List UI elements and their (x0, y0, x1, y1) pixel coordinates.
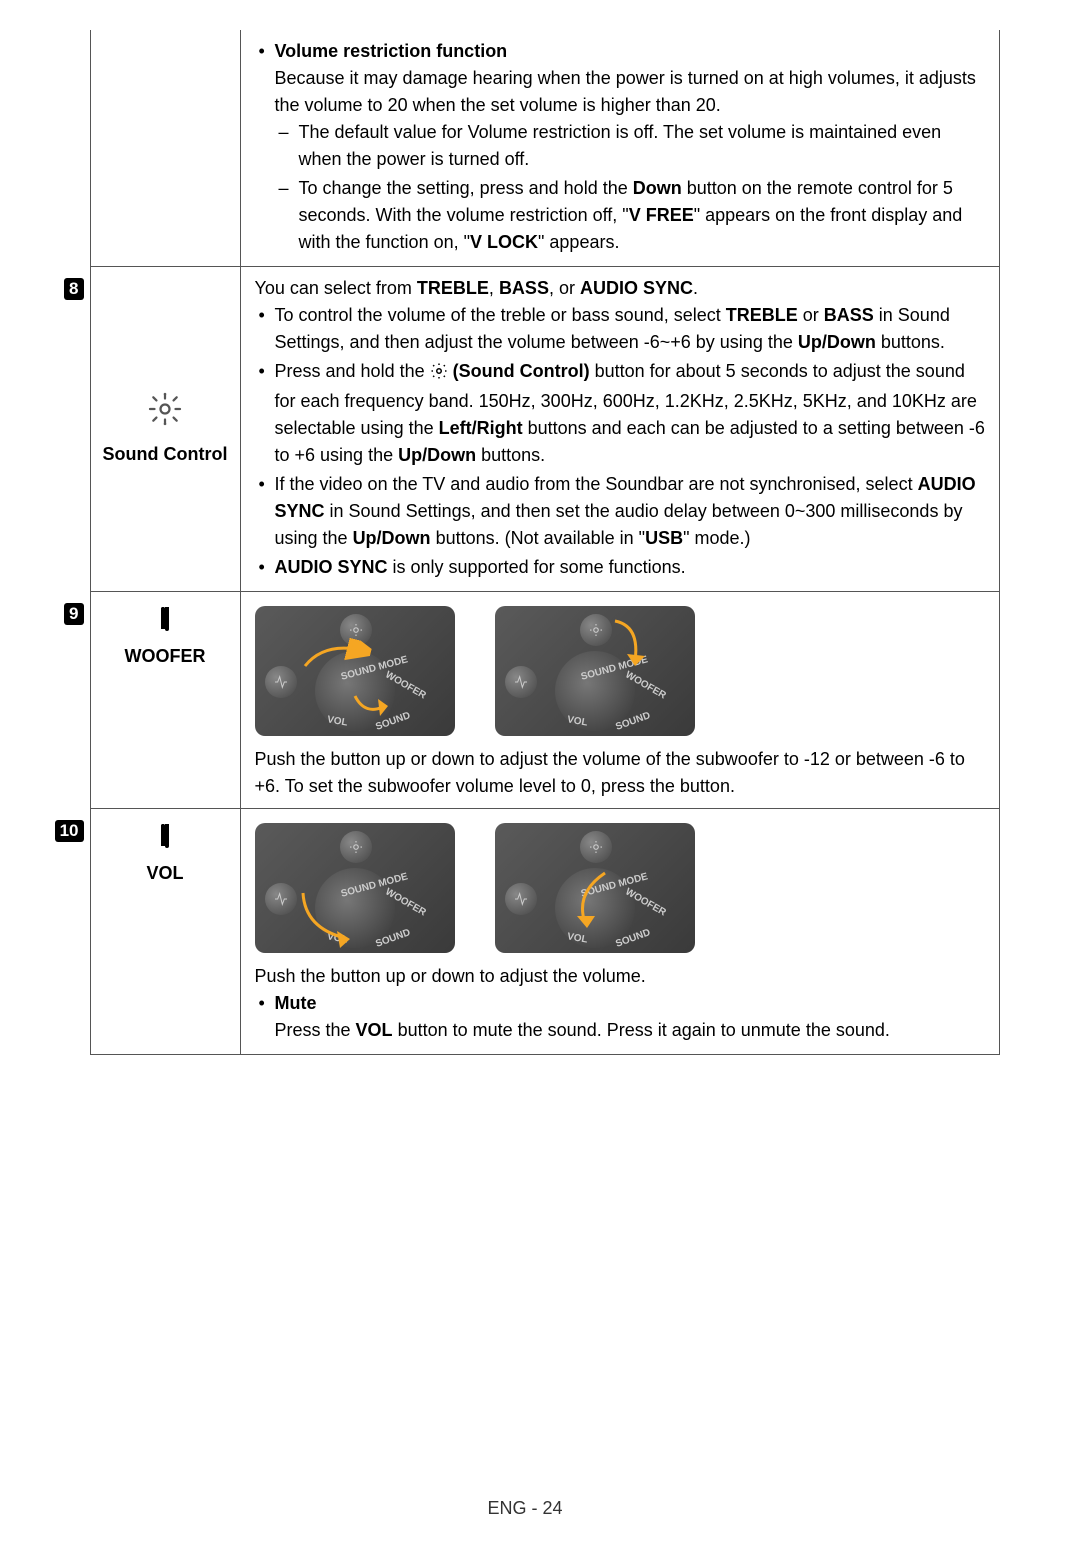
page-footer: ENG - 24 (50, 1495, 1000, 1522)
row10-desc: SOUND MODE WOOFER VOL SOUND (240, 809, 1000, 1055)
vr-desc: Because it may damage hearing when the p… (275, 68, 976, 115)
remote-woofer-up: SOUND MODE WOOFER VOL SOUND (255, 606, 455, 736)
remote-images-woofer: SOUND MODE WOOFER VOL SOUND (255, 606, 986, 736)
vr-title: Volume restriction function (275, 41, 508, 61)
row8-b4: AUDIO SYNC is only supported for some fu… (255, 554, 986, 581)
rocker-icon (142, 606, 188, 633)
row-10: 10 VOL SOUND MODE WOOFER (50, 809, 1000, 1055)
remote-woofer-down: SOUND MODE WOOFER VOL SOUND (495, 606, 695, 736)
row10-label-col: VOL (90, 809, 240, 1055)
row9-num-badge: 9 (64, 603, 83, 625)
row10-num-col: 10 (50, 809, 90, 1055)
remote-vol-up: SOUND MODE WOOFER VOL SOUND (255, 823, 455, 953)
row10-label: VOL (97, 860, 234, 887)
vr-sub2: To change the setting, press and hold th… (275, 175, 986, 256)
row-7-continuation: Volume restriction function Because it m… (50, 30, 1000, 267)
row10-num-badge: 10 (55, 820, 84, 842)
row9-label: WOOFER (97, 643, 234, 670)
row8-num-col: 8 (50, 267, 90, 592)
row7-num-col (50, 30, 90, 267)
row8-b1: To control the volume of the treble or b… (255, 302, 986, 356)
remote-images-vol: SOUND MODE WOOFER VOL SOUND (255, 823, 986, 953)
row-9: 9 WOOFER SOUND MODE (50, 592, 1000, 809)
manual-table: Volume restriction function Because it m… (50, 30, 1000, 1055)
row8-desc: You can select from TREBLE, BASS, or AUD… (240, 267, 1000, 592)
rocker-icon (142, 823, 188, 850)
row7-label-col (90, 30, 240, 267)
row8-num-badge: 8 (64, 278, 83, 300)
row9-num-col: 9 (50, 592, 90, 809)
row7-desc: Volume restriction function Because it m… (240, 30, 1000, 267)
row9-text: Push the button up or down to adjust the… (255, 749, 965, 796)
remote-vol-down: SOUND MODE WOOFER VOL SOUND (495, 823, 695, 953)
gear-icon-inline (430, 361, 448, 388)
row8-label: Sound Control (97, 441, 234, 468)
gear-icon (97, 391, 234, 435)
row8-b2: Press and hold the (Sound Control) butto… (255, 358, 986, 469)
row9-label-col: WOOFER (90, 592, 240, 809)
row8-b3: If the video on the TV and audio from th… (255, 471, 986, 552)
row10-text: Push the button up or down to adjust the… (255, 966, 646, 986)
row-8: 8 Sound Control You can select from TREB… (50, 267, 1000, 592)
row10-mute: Mute Press the VOL button to mute the so… (255, 990, 986, 1044)
row8-label-col: Sound Control (90, 267, 240, 592)
vr-sub1: The default value for Volume restriction… (275, 119, 986, 173)
row9-desc: SOUND MODE WOOFER VOL SOUND (240, 592, 1000, 809)
